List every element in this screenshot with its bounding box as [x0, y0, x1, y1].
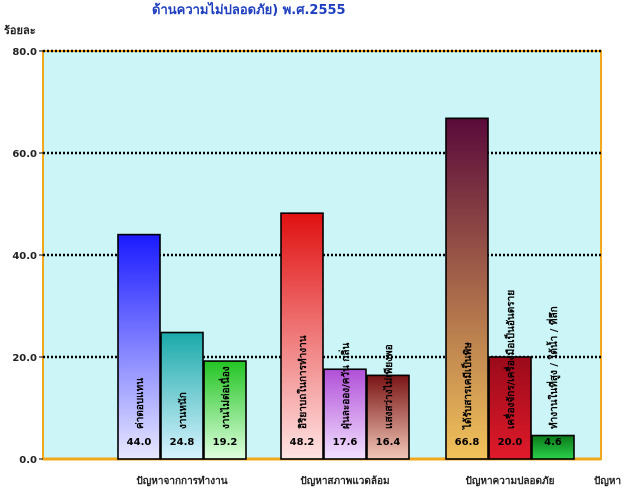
y-tick-label: 80.0 — [12, 47, 37, 58]
plot-area: 0.0 20.0 40.0 60.0 80.0 ค่าตอบแทน 44.0 งานหนัก 2… — [12, 47, 602, 487]
bar-label: อิริยาบถในการทำงาน — [296, 335, 309, 429]
bar-label: งานหนัก — [177, 392, 189, 429]
bar-label: เครื่องจักร/เครื่องมือเป็นอันตราย — [503, 290, 517, 429]
bar-label: ได้รับสารเคมีเป็นพิษ — [460, 342, 474, 430]
bar-label: งานไม่ต่อเนื่อง — [218, 366, 232, 429]
bar-value-label: 20.0 — [498, 437, 523, 448]
bar — [323, 368, 367, 460]
category-label: ปัญหาจากการทำงาน — [136, 475, 227, 487]
bar-value-label: 44.0 — [127, 437, 152, 448]
bar-value-label: 16.4 — [376, 437, 401, 448]
x-axis-label: ปัญหา — [594, 475, 621, 487]
bar-label: ทำงานในที่สูง / ใต้น้ำ / ที่ลึก — [546, 306, 561, 429]
bar-value-label: 48.2 — [290, 437, 315, 448]
bar — [117, 233, 161, 460]
y-axis-unit: ร้อยละ — [4, 24, 36, 37]
y-tick-label: 20.0 — [12, 353, 37, 364]
bar — [280, 212, 324, 460]
bar — [488, 356, 532, 460]
y-tick-label: 0.0 — [19, 455, 37, 466]
bar-value-label: 24.8 — [170, 437, 195, 448]
bar — [445, 117, 489, 460]
category-label: ปัญหาความปลอดภัย — [465, 475, 554, 487]
bar — [366, 374, 410, 460]
bar — [160, 331, 204, 460]
chart-title: ด้านความไม่ปลอดภัย) พ.ศ.2555 — [152, 1, 346, 18]
bar-value-label: 17.6 — [333, 437, 358, 448]
bar — [531, 434, 575, 460]
bar-value-label: 19.2 — [213, 437, 238, 448]
bar — [203, 360, 247, 460]
y-tick-label: 60.0 — [12, 149, 37, 160]
y-tick-label: 40.0 — [12, 251, 37, 262]
bar-value-label: 4.6 — [544, 437, 562, 448]
category-label: ปัญหาสภาพแวดล้อม — [300, 475, 389, 487]
bar-label: ค่าตอบแทน — [134, 378, 146, 429]
bar-value-label: 66.8 — [455, 437, 480, 448]
bar-label: ฝุ่นละออง/ควัน กลิ่น — [338, 342, 352, 429]
bar-label: แสงสว่างไม่เพียงพอ — [382, 344, 395, 429]
